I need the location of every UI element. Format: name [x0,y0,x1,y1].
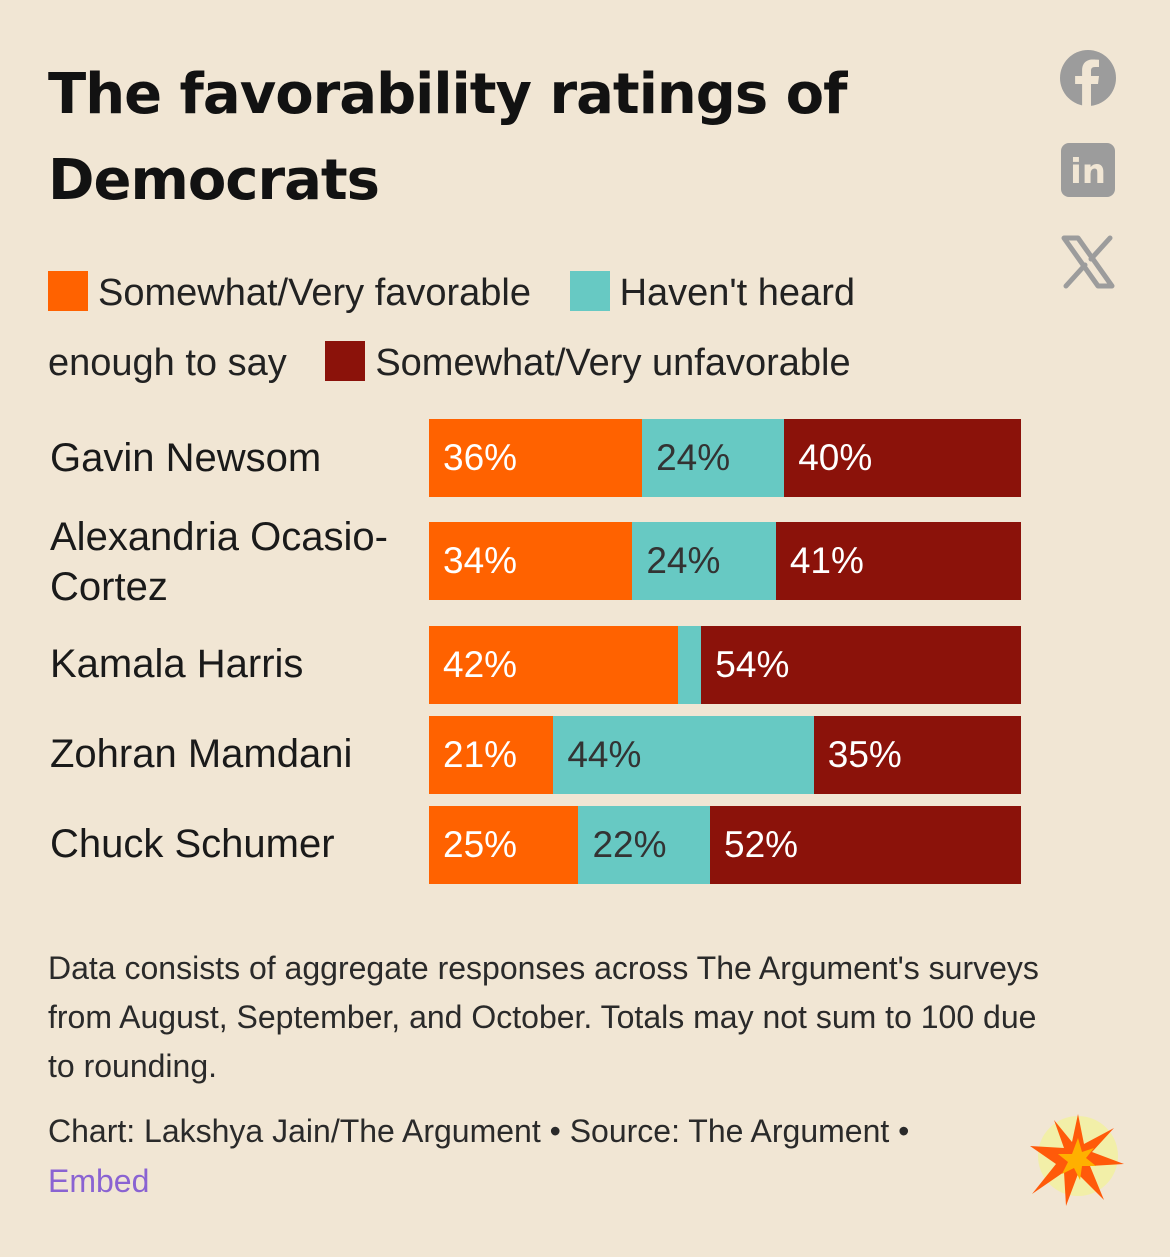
x-icon[interactable] [1058,232,1118,292]
stacked-bar: 42% 54% [429,626,1021,704]
data-label: 40% [798,437,873,478]
segment-unfavorable: 35% [813,716,1021,794]
segment-not-heard: 22% [578,806,711,884]
segment-favorable: 36% [429,419,643,497]
segment-unfavorable: 54% [701,626,1021,704]
category-label: Gavin Newsom [50,436,322,480]
data-label: 34% [443,540,518,581]
stacked-bar: 25% 22% 52% [429,806,1021,884]
svg-text:in: in [1070,152,1106,192]
category-label: Zohran Mamdani [50,732,353,776]
segment-unfavorable: 41% [775,522,1021,600]
segment-favorable: 34% [429,522,633,600]
category-label: Alexandria Ocasio- Cortez [50,515,388,609]
stacked-bar: 36% 24% 40% [429,419,1021,497]
data-label: 24% [646,540,721,581]
segment-favorable: 42% [429,626,678,704]
data-label: 21% [443,734,518,775]
legend-unfavorable: Somewhat/Very unfavorable [325,341,851,384]
chart-credit: Chart: Lakshya Jain/The Argument • Sourc… [48,1106,948,1206]
segment-not-heard [677,626,702,704]
legend-swatch-unfavorable [325,341,366,381]
data-label: 41% [789,540,864,581]
data-label: 22% [592,824,667,865]
legend-not-heard: Haven't heard [569,271,855,314]
legend-swatch-favorable [48,271,88,311]
chart-title: The favorability ratings of Democrats [48,62,848,213]
category-label: Kamala Harris [50,642,304,686]
legend-not-heard-continued: enough to say [48,342,287,384]
segment-favorable: 25% [429,806,579,884]
data-label: 24% [656,437,731,478]
segment-favorable: 21% [429,716,554,794]
credit-text: Chart: Lakshya Jain/The Argument • Sourc… [48,1113,910,1149]
data-label: 52% [724,824,799,865]
data-label: 35% [827,734,902,775]
data-label: 42% [443,644,518,685]
legend-favorable: Somewhat/Very favorable [48,271,531,314]
segment-not-heard: 24% [632,522,776,600]
segment-unfavorable: 40% [784,419,1021,497]
category-label: Chuck Schumer [50,822,335,866]
segment-unfavorable: 52% [710,806,1021,884]
linkedin-icon[interactable]: in [1058,140,1118,200]
segment-not-heard: 44% [553,716,814,794]
data-label: 36% [443,437,518,478]
facebook-icon[interactable] [1058,48,1118,108]
chart-note: Data consists of aggregate responses acr… [48,950,1039,1084]
stacked-bar: 21% 44% 35% [429,716,1021,794]
data-label: 44% [567,734,642,775]
chart-legend: Somewhat/Very favorable Haven't heard en… [48,258,948,398]
embed-link[interactable]: Embed [48,1163,150,1199]
legend-swatch-not-heard [569,271,610,311]
data-label: 25% [443,824,518,865]
burst-icon [1030,1114,1124,1206]
stacked-bar: 34% 24% 41% [429,522,1021,600]
data-label: 54% [715,644,790,685]
segment-not-heard: 24% [642,419,785,497]
